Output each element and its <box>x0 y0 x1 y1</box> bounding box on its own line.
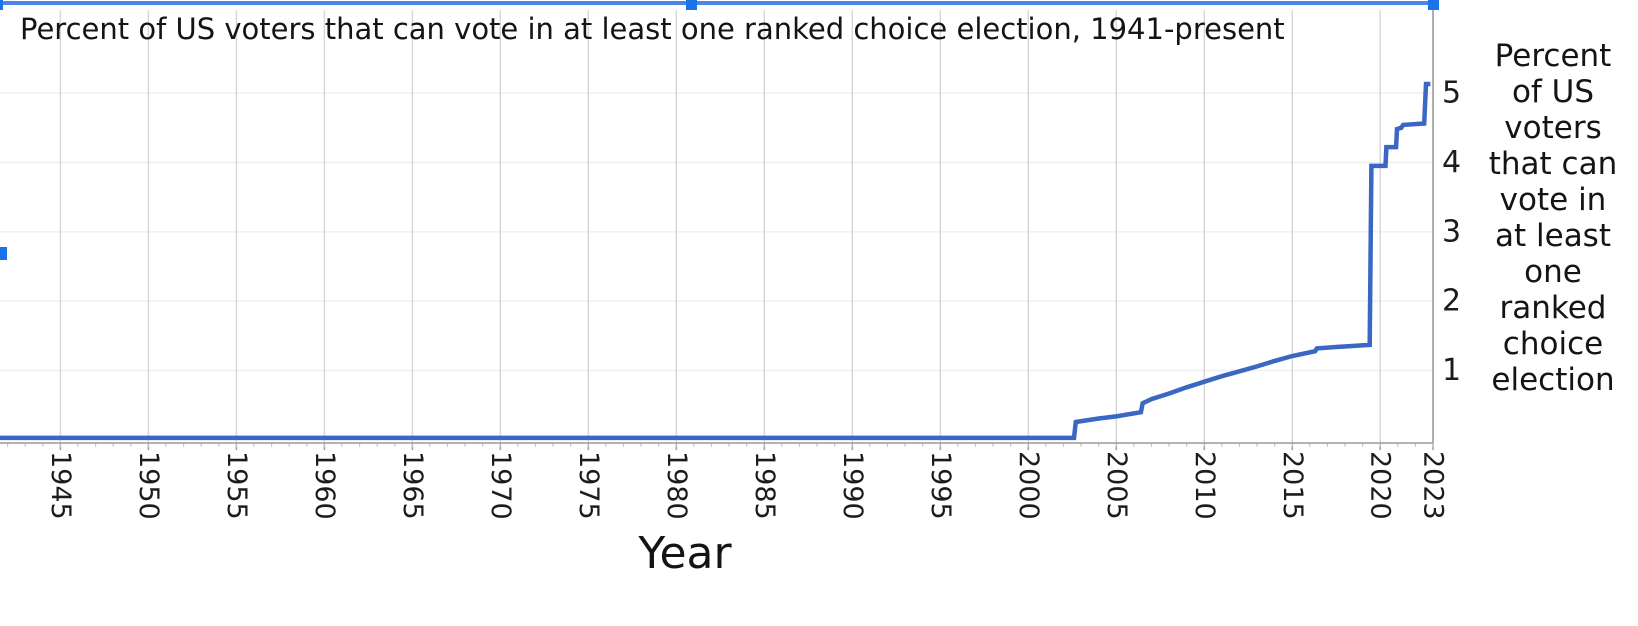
x-tick-label: 1980 <box>661 451 692 520</box>
x-tick-label: 1995 <box>925 451 956 520</box>
selection-border-top <box>0 1 1437 5</box>
y-axis-title-line: of US <box>1511 74 1595 110</box>
x-tick-label: 1990 <box>837 451 868 520</box>
x-tick-label: 1965 <box>397 451 428 520</box>
x-tick-label: 2023 <box>1418 451 1449 520</box>
x-tick-label: 2000 <box>1013 451 1044 520</box>
y-tick-label: 4 <box>1442 145 1461 180</box>
selection-handle-middle-left[interactable] <box>0 247 7 260</box>
x-tick-label: 1985 <box>749 451 780 520</box>
y-axis-title-line: election <box>1491 362 1615 398</box>
x-tick-label: 2005 <box>1101 451 1132 520</box>
y-axis-title-line: ranked <box>1499 290 1607 326</box>
y-axis-title-line: Percent <box>1494 38 1612 74</box>
y-axis-title-line: at least <box>1495 218 1611 254</box>
selection-handle-top-right[interactable] <box>1428 0 1439 10</box>
y-tick-label: 2 <box>1442 284 1461 319</box>
y-tick-label: 1 <box>1442 353 1461 388</box>
x-axis-title: Year <box>638 528 732 579</box>
y-axis-title-line: vote in <box>1499 182 1607 218</box>
data-line <box>0 81 1431 441</box>
x-tick-label: 1955 <box>221 451 252 520</box>
y-tick-label: 5 <box>1442 76 1461 111</box>
y-axis-title-line: choice <box>1502 326 1604 362</box>
x-tick-label: 1970 <box>485 451 516 520</box>
x-tick-label: 2010 <box>1189 451 1220 520</box>
y-tick-label: 3 <box>1442 214 1461 249</box>
x-tick-label: 1960 <box>309 451 340 520</box>
chart-title: Percent of US voters that can vote in at… <box>20 12 1285 46</box>
x-tick-label: 1975 <box>573 451 604 520</box>
x-tick-label: 2020 <box>1365 451 1396 520</box>
selection-handle-top-left[interactable] <box>0 0 3 10</box>
y-axis-title: Percent of US voters that can vote in at leas… <box>1478 38 1628 398</box>
x-tick-label: 1950 <box>133 451 164 520</box>
x-tick-label: 1945 <box>45 451 76 520</box>
x-tick-label: 2015 <box>1277 451 1308 520</box>
y-axis-title-line: voters <box>1504 110 1602 146</box>
y-axis-title-line: one <box>1524 254 1582 290</box>
y-axis-title-line: that can <box>1488 146 1618 182</box>
selection-handle-top-center[interactable] <box>686 0 697 10</box>
